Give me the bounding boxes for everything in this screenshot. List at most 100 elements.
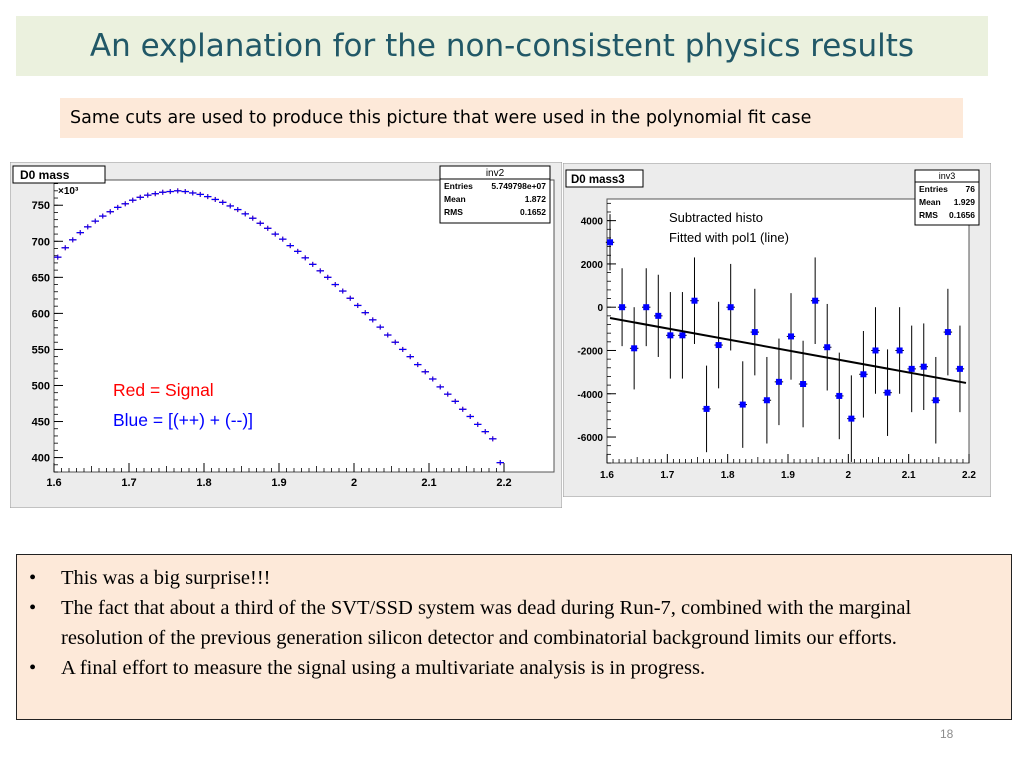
y-tick-label: 450 bbox=[32, 417, 50, 429]
data-point bbox=[643, 304, 650, 311]
x-tick-label: 1.8 bbox=[196, 477, 211, 489]
y-tick-label: 2000 bbox=[581, 260, 604, 271]
bullet-list: This was a big surprise!!! The fact that… bbox=[29, 563, 991, 683]
stats-value-entries: 76 bbox=[966, 184, 976, 194]
note-text: Same cuts are used to produce this pictu… bbox=[70, 108, 812, 128]
y-tick-label: 750 bbox=[32, 200, 50, 212]
note-banner: Same cuts are used to produce this pictu… bbox=[60, 98, 963, 138]
data-point bbox=[739, 401, 746, 408]
data-point bbox=[775, 378, 782, 385]
stats-label-rms: RMS bbox=[444, 207, 463, 217]
annotation-fit: Fitted with pol1 (line) bbox=[669, 230, 789, 245]
data-point bbox=[956, 365, 963, 372]
y-tick-label: 700 bbox=[32, 236, 50, 248]
data-point bbox=[751, 329, 758, 336]
x-tick-label: 1.7 bbox=[660, 470, 674, 481]
data-point bbox=[619, 304, 626, 311]
stats-value-mean: 1.872 bbox=[525, 194, 547, 204]
stats-box bbox=[914, 169, 980, 226]
y-tick-label: -6000 bbox=[577, 433, 603, 444]
stats-label-entries: Entries bbox=[444, 181, 473, 191]
data-point bbox=[860, 371, 867, 378]
data-point bbox=[848, 415, 855, 422]
stats-label-mean: Mean bbox=[444, 194, 466, 204]
x-tick-label: 1.7 bbox=[121, 477, 136, 489]
plot-marks: 1.6 1.7 1.8 1.9 2 2.1 2.2 4000 2000 0 -2000 -4000 -6… bbox=[577, 202, 976, 481]
data-point bbox=[763, 397, 770, 404]
data-point bbox=[908, 365, 915, 372]
x-tick-label: 1.9 bbox=[781, 470, 795, 481]
annotation-background: Blue = [(++) + (--)] bbox=[113, 410, 253, 430]
data-point bbox=[703, 405, 710, 412]
data-point bbox=[788, 333, 795, 340]
bullet-item: The fact that about a third of the SVT/S… bbox=[29, 593, 991, 653]
page-number: 18 bbox=[940, 727, 954, 741]
data-point bbox=[896, 347, 903, 354]
fit-line bbox=[609, 317, 967, 384]
histogram-title: D0 mass bbox=[20, 168, 70, 182]
x-tick-label: 1.9 bbox=[271, 477, 286, 489]
bullet-box: This was a big surprise!!! The fact that… bbox=[16, 554, 1012, 720]
data-point bbox=[884, 389, 891, 396]
data-point bbox=[691, 297, 698, 304]
y-tick-label: 4000 bbox=[581, 217, 604, 228]
data-point bbox=[800, 381, 807, 388]
data-point bbox=[655, 312, 662, 319]
bullet-item: A final effort to measure the signal usi… bbox=[29, 653, 991, 683]
y-tick-label: -4000 bbox=[577, 390, 603, 401]
stats-value-entries: 5.749798e+07 bbox=[491, 181, 546, 191]
slide-title: An explanation for the non-consistent ph… bbox=[89, 28, 915, 64]
x-tick-label: 1.6 bbox=[46, 477, 61, 489]
histogram-title-box bbox=[12, 165, 106, 184]
y-tick-label: 650 bbox=[32, 272, 50, 284]
stats-value-rms: 0.1652 bbox=[520, 207, 546, 217]
histogram-title-box bbox=[565, 169, 644, 188]
stats-label-rms: RMS bbox=[919, 210, 938, 220]
d0-mass-plot: 1.6 1.7 1.8 1.9 2 2.1 2.2 400 450 500 550 600 650 700… bbox=[10, 162, 562, 508]
stats-name: inv3 bbox=[939, 171, 956, 181]
plot-marks: 1.6 1.7 1.8 1.9 2 2.1 2.2 400 450 500 550 600 650 700… bbox=[32, 183, 512, 489]
stats-label-mean: Mean bbox=[919, 197, 941, 207]
data-point bbox=[727, 304, 734, 311]
data-point bbox=[679, 332, 686, 339]
plot-frame bbox=[606, 198, 970, 464]
plot-frame bbox=[53, 179, 555, 473]
stats-box bbox=[439, 165, 551, 224]
y-multiplier: ×10³ bbox=[58, 186, 79, 197]
x-tick-label: 2.1 bbox=[902, 470, 916, 481]
y-tick-label: -2000 bbox=[577, 346, 603, 357]
stats-label-entries: Entries bbox=[919, 184, 948, 194]
data-point bbox=[824, 344, 831, 351]
data-point bbox=[932, 397, 939, 404]
bullet-item: This was a big surprise!!! bbox=[29, 563, 991, 593]
data-point bbox=[667, 332, 674, 339]
data-point bbox=[631, 345, 638, 352]
stats-value-rms: 0.1656 bbox=[949, 210, 975, 220]
data-point bbox=[715, 342, 722, 349]
x-tick-label: 2.2 bbox=[496, 477, 511, 489]
y-tick-label: 550 bbox=[32, 344, 50, 356]
stats-name: inv2 bbox=[486, 168, 505, 179]
y-tick-label: 600 bbox=[32, 308, 50, 320]
x-tick-label: 2.2 bbox=[962, 470, 976, 481]
y-tick-label: 0 bbox=[597, 303, 603, 314]
histogram-title: D0 mass3 bbox=[571, 174, 625, 186]
d0-mass3-plot: 1.6 1.7 1.8 1.9 2 2.1 2.2 4000 2000 0 -2000 -4000 -6… bbox=[563, 163, 991, 497]
data-point bbox=[920, 363, 927, 370]
data-point bbox=[872, 347, 879, 354]
annotation-subtracted: Subtracted histo bbox=[669, 210, 763, 225]
x-tick-label: 2 bbox=[846, 470, 852, 481]
x-tick-label: 1.8 bbox=[721, 470, 735, 481]
data-point bbox=[836, 392, 843, 399]
data-point bbox=[944, 329, 951, 336]
data-point bbox=[812, 297, 819, 304]
y-tick-label: 500 bbox=[32, 380, 50, 392]
x-tick-label: 2.1 bbox=[421, 477, 436, 489]
annotation-signal: Red = Signal bbox=[113, 380, 214, 400]
x-tick-label: 1.6 bbox=[600, 470, 614, 481]
title-banner: An explanation for the non-consistent ph… bbox=[16, 16, 988, 76]
stats-value-mean: 1.929 bbox=[954, 197, 976, 207]
x-tick-label: 2 bbox=[351, 477, 357, 489]
data-point bbox=[607, 239, 614, 246]
y-tick-label: 400 bbox=[32, 453, 50, 465]
